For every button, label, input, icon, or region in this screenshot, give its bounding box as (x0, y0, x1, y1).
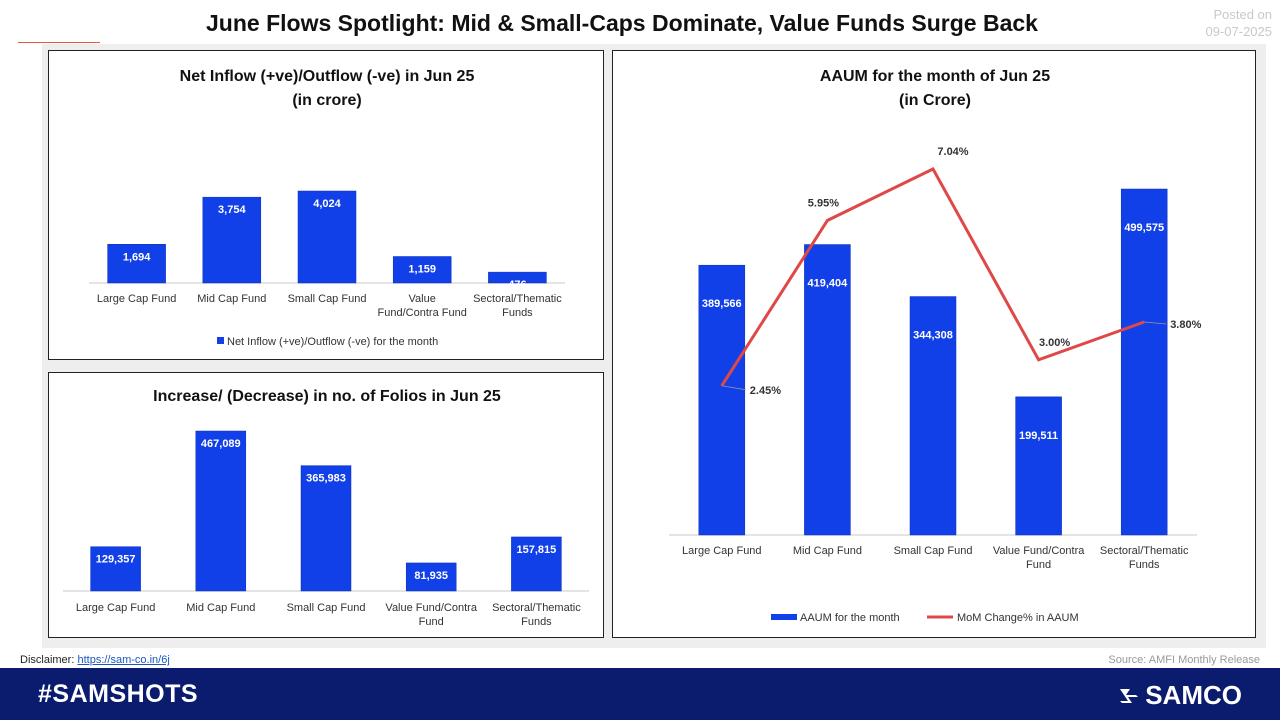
legend-label: AAUM for the month (800, 612, 900, 624)
bar (488, 271, 547, 284)
bar (202, 196, 262, 284)
line-value-label: 3.00% (1039, 337, 1070, 349)
brand-name: SAMCO (1145, 680, 1242, 710)
legend-swatch-bar (771, 614, 797, 620)
line-point (932, 168, 934, 170)
bar-value-label: 365,983 (306, 473, 346, 485)
footer-bar: #SAMSHOTS SAMCO (0, 668, 1280, 720)
bar-value-label: 199,511 (1019, 430, 1058, 442)
bar (1015, 396, 1062, 536)
aaum-chart-panel: AAUM for the month of Jun 25 (in Crore) 38… (612, 50, 1256, 638)
category-tick-label: Fund/Contra Fund (378, 307, 467, 319)
legend-swatch (217, 337, 224, 344)
net-inflow-chart: Net Inflow (+ve)/Outflow (-ve) in Jun 25… (89, 68, 565, 348)
bar (909, 296, 957, 536)
legend-label: MoM Change% in AAUM (957, 612, 1079, 624)
category-tick-label: Value (409, 293, 436, 305)
category-tick-label: Fund (1026, 559, 1051, 571)
bar-value-label: 1,694 (123, 251, 151, 263)
bar-value-label: 81,935 (414, 570, 448, 582)
category-tick-label: Small Cap Fund (287, 602, 366, 614)
bar (405, 562, 457, 592)
disclaimer: Disclaimer: https://sam-co.in/6j (20, 654, 170, 666)
chart-subtitle: (in Crore) (899, 92, 971, 109)
bar (90, 546, 141, 592)
line-point (826, 219, 828, 221)
label-leader-line (1144, 321, 1167, 325)
category-tick-label: Large Cap Fund (97, 293, 177, 305)
category-tick-label: Mid Cap Fund (197, 293, 266, 305)
folios-chart: Increase/ (Decrease) in no. of Folios in… (63, 388, 589, 628)
disclaimer-link[interactable]: https://sam-co.in/6j (77, 654, 170, 666)
category-tick-label: Small Cap Fund (288, 293, 367, 305)
bar (107, 244, 166, 284)
category-tick-label: Mid Cap Fund (186, 602, 255, 614)
bar-value-label: 499,575 (1124, 222, 1164, 234)
source-note: Source: AMFI Monthly Release (1108, 654, 1260, 666)
category-tick-label: Small Cap Fund (894, 545, 973, 557)
bar-value-label: 4,024 (313, 198, 341, 210)
net-inflow-chart-panel: Net Inflow (+ve)/Outflow (-ve) in Jun 25… (48, 50, 604, 360)
chart-title: Increase/ (Decrease) in no. of Folios in… (153, 388, 501, 405)
page-title: June Flows Spotlight: Mid & Small-Caps D… (206, 10, 1038, 36)
category-tick-label: Value Fund/Contra (993, 545, 1085, 557)
aaum-chart: AAUM for the month of Jun 25 (in Crore) 38… (669, 68, 1202, 624)
category-tick-label: Large Cap Fund (682, 545, 762, 557)
posted-info: Posted on 09-07-2025 (1206, 6, 1273, 40)
bar-value-label: 344,308 (913, 330, 953, 342)
bar-value-label: 476 (508, 279, 526, 291)
bar-value-label: 3,754 (218, 204, 246, 216)
bar-value-label: 389,566 (702, 298, 742, 310)
disclaimer-label: Disclaimer: (20, 654, 75, 666)
folios-chart-panel: Increase/ (Decrease) in no. of Folios in… (48, 372, 604, 638)
bar-value-label: 1,159 (408, 264, 436, 276)
bar-value-label: 419,404 (808, 278, 849, 290)
bar-value-label: 129,357 (96, 554, 136, 566)
category-tick-label: Sectoral/Thematic (473, 293, 562, 305)
category-tick-label: Funds (521, 616, 552, 628)
line-value-label: 2.45% (750, 385, 781, 397)
category-tick-label: Mid Cap Fund (793, 545, 862, 557)
line-point (1038, 359, 1040, 361)
title-accent-line (18, 42, 100, 43)
legend-label: Net Inflow (+ve)/Outflow (-ve) for the m… (227, 336, 438, 348)
line-value-label: 3.80% (1170, 319, 1201, 331)
category-tick-label: Funds (1129, 559, 1160, 571)
brand-logo[interactable]: SAMCO (1117, 680, 1242, 711)
bar (804, 244, 851, 536)
bar-value-label: 157,815 (517, 544, 557, 556)
category-tick-label: Fund (419, 616, 444, 628)
posted-date: 09-07-2025 (1205, 24, 1273, 39)
line-value-label: 7.04% (937, 146, 968, 158)
charts-stage: Net Inflow (+ve)/Outflow (-ve) in Jun 25… (42, 44, 1266, 648)
chart-subtitle: (in crore) (292, 92, 361, 109)
category-tick-label: Value Fund/Contra (385, 602, 477, 614)
samco-s-logo-icon (1120, 688, 1139, 703)
category-tick-label: Sectoral/Thematic (492, 602, 581, 614)
bar (511, 536, 562, 592)
chart-title: Net Inflow (+ve)/Outflow (-ve) in Jun 25 (180, 68, 475, 85)
bar-value-label: 467,089 (201, 438, 241, 450)
hashtag-label: #SAMSHOTS (38, 680, 199, 708)
posted-label: Posted on (1213, 7, 1272, 22)
bar (195, 430, 247, 592)
bar (297, 190, 357, 284)
label-leader-line (721, 385, 746, 391)
bar (1120, 188, 1168, 536)
category-tick-label: Sectoral/Thematic (1100, 545, 1189, 557)
bar (392, 256, 452, 284)
line-value-label: 5.95% (808, 197, 839, 209)
category-tick-label: Funds (502, 307, 533, 319)
category-tick-label: Large Cap Fund (76, 602, 156, 614)
bar (698, 264, 746, 536)
bar (300, 465, 352, 592)
chart-title: AAUM for the month of Jun 25 (820, 68, 1050, 85)
